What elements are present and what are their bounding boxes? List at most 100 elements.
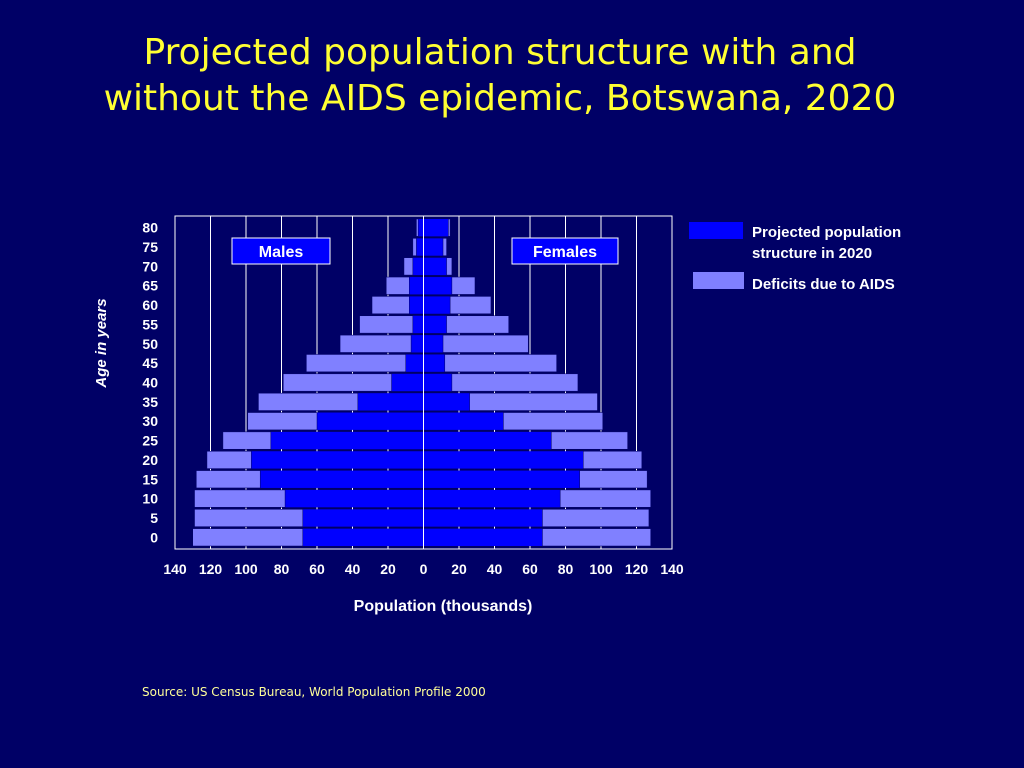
y-tick-label: 40 [142,375,158,391]
bar-projected-female-5 [423,509,543,527]
bar-projected-female-30 [423,412,504,430]
bar-projected-male-70 [412,257,424,276]
bar-projected-male-30 [317,412,424,430]
bar-projected-female-15 [423,470,580,488]
bar-projected-female-65 [423,277,452,295]
x-tick-label: 20 [451,561,467,577]
page-title: Projected population structure with and … [0,30,1000,122]
bar-deficit-male-80 [416,218,419,237]
y-tick-label: 60 [142,297,158,313]
bar-projected-male-20 [251,451,424,469]
bar-projected-male-75 [416,238,424,256]
bar-deficit-female-40 [451,373,579,392]
legend-label-projected-line-1: Projected population [752,224,901,241]
y-tick-label: 45 [142,355,158,371]
bar-deficit-male-20 [206,450,252,469]
bar-deficit-female-20 [583,450,643,469]
males-label-box: Males [231,237,331,265]
bar-projected-female-50 [423,335,444,353]
bar-projected-male-65 [409,277,424,295]
bar-deficit-male-65 [385,276,410,295]
bar-deficit-female-55 [446,315,509,334]
y-tick-label: 70 [142,258,158,274]
x-tick-label: 40 [487,561,503,577]
bar-deficit-male-0 [192,528,304,547]
y-tick-label: 5 [150,510,158,526]
y-tick-label: 55 [142,316,158,332]
x-tick-label: 120 [199,561,223,577]
x-tick-label: 140 [163,561,187,577]
x-tick-label: 140 [660,561,684,577]
bar-deficit-female-65 [451,276,476,295]
y-tick-label: 80 [142,220,158,236]
bar-projected-male-50 [411,335,424,353]
females-label: Females [533,244,597,261]
bar-projected-male-60 [409,296,424,314]
x-tick-label: 80 [558,561,574,577]
x-tick-label: 100 [234,561,258,577]
bar-deficit-male-70 [403,257,414,276]
bar-deficit-female-35 [469,392,598,411]
bar-deficit-female-50 [442,334,529,353]
x-tick-labels: 140 120 100 80 60 40 20 0 20 40 60 80 100 120 140 [163,561,684,577]
y-tick-label: 15 [142,471,158,487]
y-tick-label: 20 [142,452,158,468]
bar-projected-female-45 [423,354,445,372]
legend: Projected population structure in 2020 D… [689,222,901,293]
bar-deficit-male-10 [194,489,286,508]
bar-projected-female-40 [423,373,452,392]
males-label: Males [259,244,304,261]
y-tick-label: 25 [142,433,158,449]
x-tick-label: 120 [625,561,649,577]
bar-projected-female-0 [423,528,543,546]
x-tick-label: 0 [420,561,428,577]
bar-deficit-female-10 [559,489,651,508]
legend-swatch-projected [689,222,743,239]
bar-projected-male-10 [285,489,424,508]
bar-deficit-female-60 [449,296,492,315]
bar-projected-female-20 [423,451,584,469]
bar-deficit-male-75 [412,238,417,256]
bar-deficit-male-15 [196,470,261,489]
x-tick-label: 100 [589,561,613,577]
bar-projected-female-10 [423,489,561,508]
bar-projected-female-60 [423,296,451,314]
bar-projected-male-15 [260,470,424,488]
bar-projected-male-45 [405,354,424,372]
x-tick-label: 60 [522,561,538,577]
bar-projected-male-0 [302,528,424,546]
bar-deficit-male-25 [222,431,272,450]
bar-projected-female-25 [423,431,552,450]
y-tick-label: 65 [142,278,158,294]
bars [192,218,651,547]
bar-deficit-female-45 [444,354,557,373]
bar-projected-female-75 [423,238,444,256]
bar-projected-male-35 [357,393,424,411]
bar-deficit-male-35 [258,392,359,411]
bar-deficit-female-15 [579,470,648,489]
y-axis-label: Age in years [93,298,110,388]
title-line-2: without the AIDS epidemic, Botswana, 202… [103,78,897,119]
bar-deficit-male-60 [371,296,410,315]
bar-projected-female-35 [423,393,470,411]
legend-swatch-deficit [693,272,744,289]
x-tick-label: 60 [309,561,325,577]
bar-deficit-female-80 [448,218,451,237]
bar-deficit-male-50 [339,334,412,353]
bar-projected-male-55 [412,315,424,334]
y-tick-labels: 0 5 10 15 20 25 30 35 40 45 50 55 60 65 70 75 80 [142,220,158,546]
bar-deficit-female-30 [503,412,604,431]
bar-deficit-male-45 [306,354,407,373]
bar-projected-female-55 [423,315,447,334]
y-tick-label: 30 [142,413,158,429]
y-tick-label: 10 [142,491,158,507]
bar-projected-male-40 [391,373,424,392]
legend-label-deficit: Deficits due to AIDS [752,276,895,293]
y-tick-label: 50 [142,336,158,352]
title-line-1: Projected population structure with and [143,32,857,73]
bar-projected-male-25 [270,431,424,450]
bar-deficit-male-40 [283,373,392,392]
bar-projected-female-70 [423,257,447,276]
bar-deficit-female-5 [542,509,650,527]
